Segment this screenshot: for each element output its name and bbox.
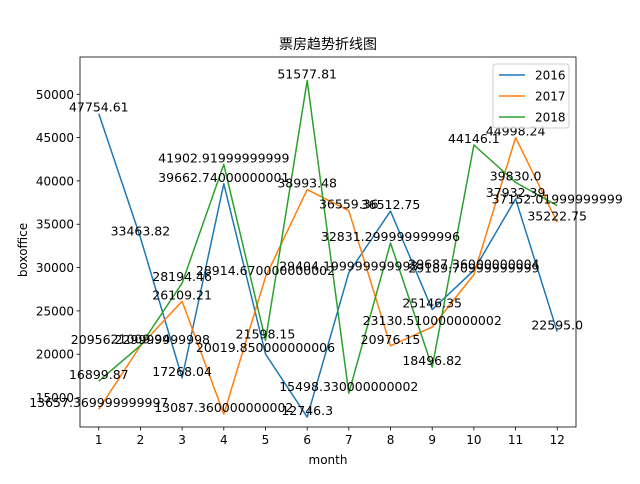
data-label-2017-10: 29189.70999999999: [408, 261, 539, 276]
x-tick-label: 10: [466, 433, 481, 447]
x-tick-label: 6: [303, 433, 311, 447]
x-tick-label: 4: [220, 433, 228, 447]
x-tick-label: 9: [428, 433, 436, 447]
data-label-2016-9: 25146.35: [402, 296, 462, 311]
data-label-2016-5: 20019.850000000006: [196, 340, 335, 355]
chart-title: 票房趋势折线图: [279, 37, 377, 53]
data-label-2017-9: 23130.510000000002: [363, 313, 502, 328]
legend-label-2017: 2017: [535, 90, 566, 104]
data-label-2018-4: 41902.91999999999: [158, 150, 289, 165]
data-label-2018-10: 44146.1: [448, 131, 500, 146]
data-label-2018-5: 21598.15: [236, 326, 296, 341]
data-label-2016-3: 17268.04: [152, 364, 212, 379]
x-axis-label: month: [309, 453, 348, 467]
y-tick-label: 50000: [36, 88, 74, 102]
plot-frame: [79, 56, 577, 428]
x-tick-label: 1: [95, 433, 103, 447]
data-label-layer: 47754.61 33463.82 17268.04 39662.7400000000…: [29, 67, 623, 419]
axes-layer: 1 2 3 4 5 6 7 8 9 10 11 121500020000250003000035000…: [36, 56, 577, 447]
data-label-2017-5: 28914.670000000002: [196, 263, 335, 278]
legend-label-2016: 2016: [535, 69, 566, 83]
data-label-2017-3: 26109.21: [152, 287, 212, 302]
data-label-2016-4: 39662.74000000001: [158, 170, 289, 185]
data-label-2017-12: 35222.75: [527, 208, 587, 223]
y-tick-label: 30000: [36, 261, 74, 275]
series-line-2016: [98, 113, 558, 418]
legend-label-2018: 2018: [535, 111, 566, 125]
data-label-2018-8: 32831.299999999996: [321, 229, 460, 244]
legend-box: [492, 63, 570, 129]
data-label-2016-7: 29404.199999999993: [279, 259, 418, 274]
data-label-2017-4: 13087.360000000002: [154, 400, 293, 415]
x-tick-label: 5: [262, 433, 270, 447]
data-label-2018-2: 21009.94: [111, 332, 171, 347]
data-label-2017-8: 20976.15: [361, 332, 421, 347]
data-label-2018-1: 16899.87: [69, 367, 129, 382]
data-label-2018-11: 39830.0: [490, 168, 542, 183]
data-label-2017-2: 20956.229999999998: [71, 332, 210, 347]
x-tick-label: 8: [387, 433, 395, 447]
x-tick-label: 2: [137, 433, 145, 447]
data-label-2018-6: 51577.81: [277, 67, 337, 82]
y-axis-label: boxoffice: [16, 223, 30, 277]
y-tick-label: 45000: [36, 131, 74, 145]
data-label-2018-3: 28194.46: [152, 269, 212, 284]
data-label-2016-1: 47754.61: [69, 100, 129, 115]
y-tick-label: 35000: [36, 218, 74, 232]
series-line-2018: [98, 79, 558, 394]
data-label-2016-10: 29687.36000000004: [408, 256, 539, 271]
x-tick-label: 3: [178, 433, 186, 447]
x-tick-label: 7: [345, 433, 353, 447]
data-label-2016-12: 22595.0: [531, 318, 583, 333]
series-layer: [98, 79, 558, 418]
data-label-2016-2: 33463.82: [111, 224, 171, 239]
x-tick-label: 11: [508, 433, 523, 447]
y-tick-label: 40000: [36, 174, 74, 188]
data-label-2016-6: 12746.3: [281, 403, 333, 418]
y-tick-label: 15000: [36, 391, 74, 405]
series-line-2017: [98, 136, 558, 415]
data-label-2018-9: 18496.82: [402, 353, 462, 368]
y-tick-label: 25000: [36, 304, 74, 318]
data-label-2018-7: 15498.330000000002: [279, 379, 418, 394]
legend: 2016 2017 2018: [492, 63, 570, 129]
x-tick-label: 12: [550, 433, 565, 447]
data-label-2017-7: 36559.36: [319, 197, 379, 212]
y-tick-label: 20000: [36, 348, 74, 362]
data-label-2017-1: 13657.369999999997: [29, 395, 168, 410]
data-label-2017-6: 38993.48: [277, 176, 337, 191]
data-label-2016-8: 36512.75: [361, 197, 421, 212]
data-label-2018-12: 37152.01999999999: [492, 192, 623, 207]
data-label-2016-11: 37932.39: [486, 185, 546, 200]
